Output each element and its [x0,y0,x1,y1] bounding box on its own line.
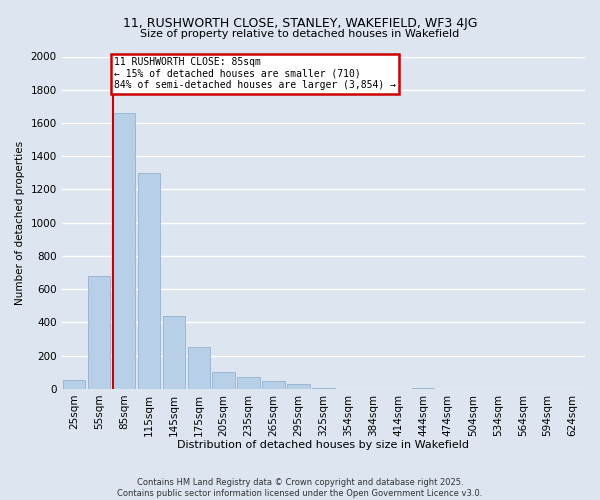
X-axis label: Distribution of detached houses by size in Wakefield: Distribution of detached houses by size … [178,440,469,450]
Bar [88,276,110,389]
Bar [163,316,185,389]
Text: 11, RUSHWORTH CLOSE, STANLEY, WAKEFIELD, WF3 4JG: 11, RUSHWORTH CLOSE, STANLEY, WAKEFIELD,… [123,18,477,30]
Text: Size of property relative to detached houses in Wakefield: Size of property relative to detached ho… [140,29,460,39]
Text: Contains HM Land Registry data © Crown copyright and database right 2025.
Contai: Contains HM Land Registry data © Crown c… [118,478,482,498]
Bar [238,377,260,389]
Bar [287,384,310,389]
Bar [212,372,235,389]
Bar [137,173,160,389]
Bar [188,348,210,389]
Y-axis label: Number of detached properties: Number of detached properties [15,140,25,304]
Bar [262,380,285,389]
Bar [113,113,135,389]
Bar [312,388,335,389]
Text: 11 RUSHWORTH CLOSE: 85sqm
← 15% of detached houses are smaller (710)
84% of semi: 11 RUSHWORTH CLOSE: 85sqm ← 15% of detac… [114,57,396,90]
Bar [63,380,85,389]
Bar [412,388,434,389]
